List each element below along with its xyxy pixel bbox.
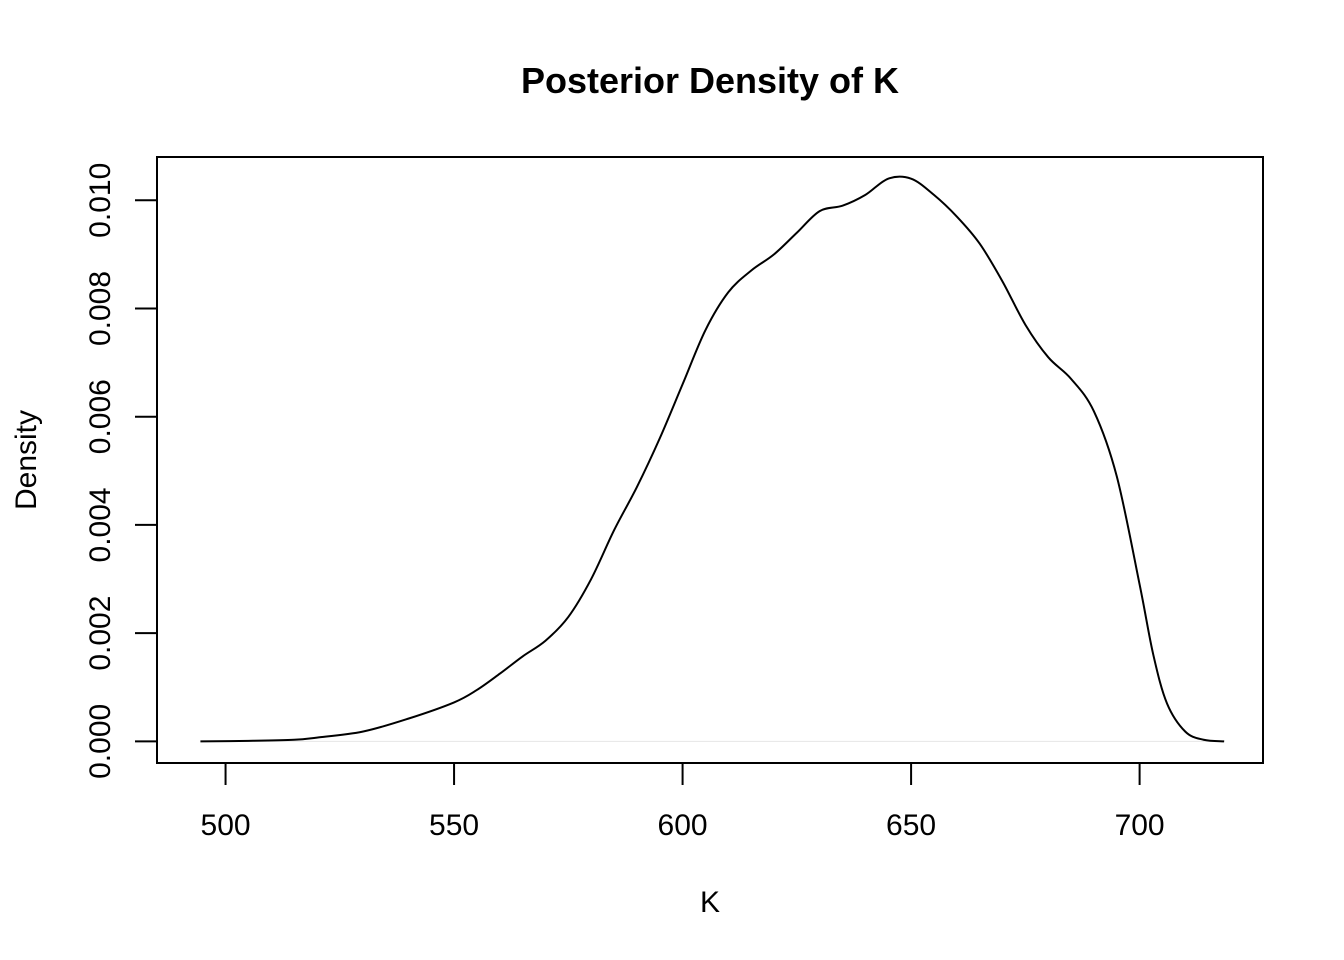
x-tick-label: 650	[886, 809, 936, 842]
y-tick-label: 0.010	[84, 163, 117, 238]
y-axis: 0.000 0.002 0.004 0.006 0.008 0.010	[84, 163, 158, 779]
density-curve	[200, 175, 1225, 743]
x-tick-label: 550	[429, 809, 479, 842]
plot-frame	[156, 156, 1264, 764]
y-tick-label: 0.002	[84, 596, 117, 671]
x-axis-label: K	[700, 886, 720, 919]
y-tick-label: 0.008	[84, 271, 117, 346]
y-tick-label: 0.006	[84, 379, 117, 454]
chart-title: Posterior Density of K	[521, 60, 899, 101]
y-tick-label: 0.000	[84, 704, 117, 779]
x-axis: 500 550 600 650 700	[201, 762, 1165, 842]
y-axis-label: Density	[10, 410, 43, 510]
x-tick-label: 600	[658, 809, 708, 842]
y-tick-label: 0.004	[84, 487, 117, 562]
x-tick-label: 700	[1115, 809, 1165, 842]
x-tick-label: 500	[201, 809, 251, 842]
